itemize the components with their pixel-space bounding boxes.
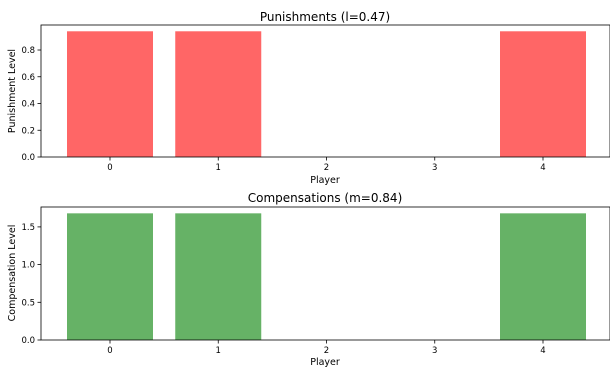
y-tick-label: 1.0	[21, 261, 35, 271]
y-tick-label: 0.0	[21, 153, 35, 163]
bar-player-0	[67, 213, 153, 340]
x-tick-label: 0	[107, 346, 112, 356]
x-tick-label: 4	[540, 346, 545, 356]
punishments-chart: Punishments (l=0.47) 0 1 2 3 4 0.0 0.2 0.4 0.6 0.…	[7, 10, 610, 186]
y-tick-label: 0.0	[21, 336, 35, 346]
x-tick-label: 3	[432, 346, 437, 356]
bars	[67, 213, 586, 340]
x-tick-label: 2	[324, 346, 329, 356]
y-tick-label: 0.5	[21, 298, 35, 308]
x-tick-label: 0	[107, 163, 112, 173]
bar-player-4	[500, 213, 586, 340]
x-tick-label: 4	[540, 163, 545, 173]
chart-title: Compensations (m=0.84)	[248, 191, 403, 205]
y-tick-label: 0.8	[21, 46, 35, 56]
x-tick-label: 1	[216, 163, 221, 173]
y-tick-label: 0.4	[21, 100, 35, 110]
x-tick-label: 2	[324, 163, 329, 173]
ticks: 0 1 2 3 4 0.0 0.5 1.0 1.5	[21, 223, 545, 356]
y-tick-label: 1.5	[21, 223, 35, 233]
ticks: 0 1 2 3 4 0.0 0.2 0.4 0.6 0.8	[21, 46, 545, 173]
bar-player-1	[175, 31, 262, 158]
bars	[67, 31, 586, 158]
bar-player-1	[175, 213, 262, 340]
x-tick-label: 1	[216, 346, 221, 356]
x-tick-label: 3	[432, 163, 437, 173]
plot-frame	[40, 206, 610, 341]
bar-player-0	[67, 31, 153, 158]
x-axis-label: Player	[310, 175, 340, 186]
compensations-chart: Compensations (m=0.84) 0 1 2 3 4 0.0 0.5 1.0 1.5…	[7, 191, 610, 368]
y-axis-label: Punishment Level	[7, 49, 18, 133]
chart-title: Punishments (l=0.47)	[260, 10, 390, 24]
y-axis-label: Compensation Level	[7, 225, 18, 322]
x-axis-label: Player	[310, 357, 340, 368]
y-tick-label: 0.6	[21, 73, 35, 83]
y-tick-label: 0.2	[21, 126, 35, 136]
plot-frame	[40, 24, 610, 158]
bar-player-4	[500, 31, 586, 158]
